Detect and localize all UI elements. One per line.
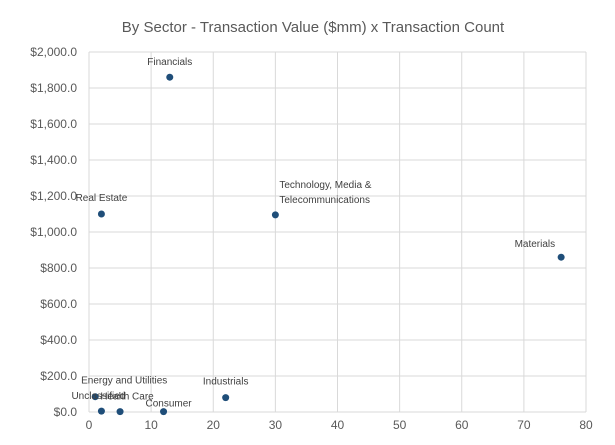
- data-point: [222, 394, 230, 402]
- data-label: Industrials: [203, 377, 249, 388]
- data-point: [271, 211, 279, 219]
- data-point: [557, 253, 565, 261]
- data-label: Technology, Media & Telecommunications: [279, 180, 371, 206]
- gridlines: [88, 51, 587, 413]
- chart-title: By Sector - Transaction Value ($mm) x Tr…: [122, 19, 505, 36]
- x-tick-label: 10: [144, 418, 158, 432]
- data-point: [91, 393, 99, 401]
- x-tick-label: 50: [393, 418, 407, 432]
- y-tick-label: $400.0: [40, 333, 77, 347]
- y-tick-label: $200.0: [40, 369, 77, 383]
- data-label: Health Care: [100, 392, 154, 403]
- x-tick-label: 30: [269, 418, 283, 432]
- y-tick-label: $1,400.0: [30, 153, 77, 167]
- data-label: Materials: [515, 239, 556, 250]
- axis-tick-labels: $0.0 $200.0 $400.0 $600.0 $800.0 $1,000.0 $1,2…: [30, 45, 593, 432]
- data-labels: Financials Technology, Media & Telecommuni…: [71, 57, 555, 409]
- x-tick-label: 0: [86, 418, 93, 432]
- x-tick-label: 60: [455, 418, 469, 432]
- x-tick-label: 70: [517, 418, 531, 432]
- data-label: Financials: [147, 57, 192, 68]
- y-tick-label: $1,800.0: [30, 81, 77, 95]
- data-points: [91, 73, 565, 416]
- data-label: Unclassified: [71, 391, 125, 402]
- y-tick-label: $0.0: [54, 405, 78, 419]
- data-point: [160, 408, 168, 416]
- x-tick-label: 20: [207, 418, 221, 432]
- data-point: [97, 210, 105, 218]
- data-point: [116, 408, 124, 416]
- y-tick-label: $600.0: [40, 297, 77, 311]
- y-tick-label: $1,200.0: [30, 189, 77, 203]
- y-tick-label: $1,000.0: [30, 225, 77, 239]
- data-point: [97, 407, 105, 415]
- data-point: [166, 73, 174, 81]
- data-label: Consumer: [145, 399, 192, 410]
- data-label: Real Estate: [76, 193, 128, 204]
- x-tick-label: 80: [579, 418, 593, 432]
- y-tick-label: $800.0: [40, 261, 77, 275]
- y-tick-label: $2,000.0: [30, 45, 77, 59]
- data-label: Energy and Utilities: [81, 376, 167, 387]
- x-tick-label: 40: [331, 418, 345, 432]
- y-tick-label: $1,600.0: [30, 117, 77, 131]
